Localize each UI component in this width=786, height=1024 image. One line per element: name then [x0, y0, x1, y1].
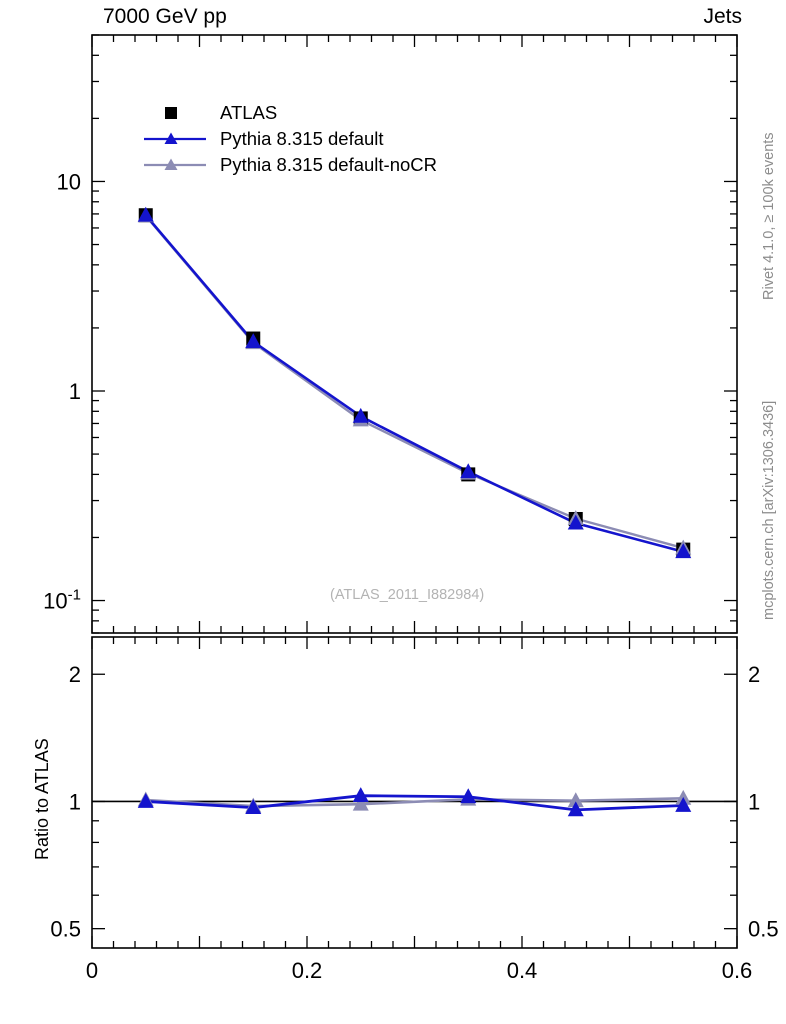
legend-item-pythia-nocr: Pythia 8.315 default-noCR [144, 152, 437, 178]
ratio-marker-default [567, 801, 584, 817]
main-y-tick-label: 1 [69, 379, 81, 404]
main-line-default [144, 214, 684, 553]
legend-label-pythia-nocr: Pythia 8.315 default-noCR [220, 154, 437, 175]
main-panel-border [91, 34, 738, 634]
x-tick-label: 0.6 [722, 958, 753, 983]
header-process-label: Jets [703, 5, 742, 28]
ratio-y-tick-label-left: 2 [69, 662, 81, 687]
ratio-marker-default [137, 792, 154, 808]
data-marker-default [567, 514, 584, 530]
ratio-panel-border [91, 636, 738, 949]
ratio-y-tick-label-right: 2 [748, 662, 760, 687]
legend-key-pythia-default [144, 128, 206, 150]
ratio-marker-default [245, 799, 262, 814]
ratio-y-tick-label-left: 0.5 [50, 917, 81, 942]
analysis-id-watermark: (ATLAS_2011_I882984) [330, 587, 485, 603]
ratio-marker-default [352, 787, 369, 803]
ratio-marker-nocr [352, 795, 369, 811]
ratio-panel-series [92, 787, 737, 817]
main-panel-ticks [91, 34, 738, 634]
main-panel-series [137, 206, 692, 559]
ratio-marker-default [460, 788, 477, 804]
data-marker-default [460, 463, 477, 479]
ratio-panel-ticks [91, 637, 738, 948]
data-marker-default [352, 407, 369, 423]
data-marker-default [675, 543, 692, 559]
ratio-marker-default [675, 797, 692, 812]
legend-key-pythia-nocr [144, 154, 206, 176]
legend-item-atlas: ATLAS [144, 100, 437, 126]
data-marker-default [137, 206, 154, 222]
ratio-panel-frame [91, 636, 738, 949]
header-beam-energy: 7000 GeV pp [103, 5, 227, 28]
legend-item-pythia-default: Pythia 8.315 default [144, 126, 437, 152]
ratio-y-tick-label-left: 1 [69, 789, 81, 814]
x-tick-label: 0 [86, 958, 98, 983]
x-tick-label: 0.2 [292, 958, 323, 983]
data-marker-default [245, 333, 262, 349]
legend-key-atlas [144, 102, 206, 124]
x-tick-label: 0.4 [507, 958, 538, 983]
legend: ATLAS Pythia 8.315 default Pythia 8.315 … [144, 100, 437, 178]
ratio-y-tick-label-right: 1 [748, 789, 760, 814]
main-line-nocr [144, 215, 684, 550]
ratio-line-default [145, 794, 684, 812]
main-y-tick-label: 10 [57, 169, 81, 194]
legend-label-atlas: ATLAS [220, 102, 278, 123]
ratio-line-nocr [145, 797, 684, 808]
main-panel-frame [91, 34, 738, 634]
axis-tick-labels: 10 1 10-1 0 0.2 0.4 0.6 2 1 0.5 2 1 0.5 [43, 169, 778, 983]
ratio-y-tick-label-right: 0.5 [748, 917, 779, 942]
ratio-marker-nocr [567, 792, 584, 808]
legend-label-pythia-default: Pythia 8.315 default [220, 128, 384, 149]
main-y-tick-label: 10-1 [43, 587, 81, 614]
